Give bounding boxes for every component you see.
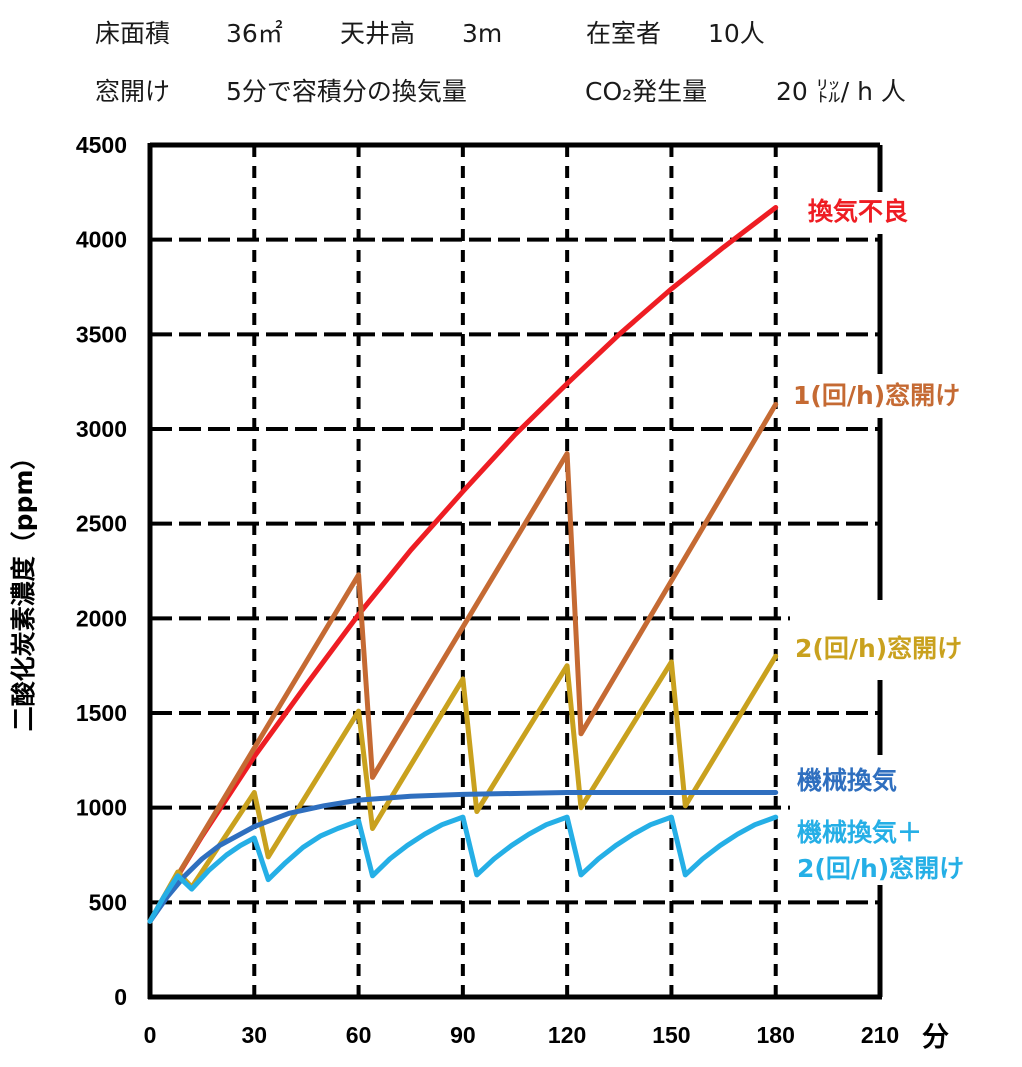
series-line-window-twice-per-hour [147, 653, 779, 924]
y-tick-label: 1000 [76, 795, 127, 821]
occupants-label: 在室者 [586, 19, 661, 48]
x-tick-label: 180 [757, 1022, 795, 1048]
y-axis-title: 二酸化炭素濃度（ppm） [9, 445, 38, 732]
x-tick-label: 90 [450, 1022, 476, 1048]
y-tick-label: 4000 [76, 227, 127, 253]
y-tick-label: 0 [114, 984, 127, 1010]
series-label-window-once-per-hour: 1(回/h)窓開け [793, 381, 960, 410]
series-lines [147, 205, 779, 924]
y-tick-label: 4500 [76, 132, 127, 158]
ceiling-height-label: 天井高 [340, 19, 415, 48]
series-line-mechanical-plus-window [147, 814, 779, 924]
y-tick-label: 2500 [76, 511, 127, 537]
series-line-mechanical-ventilation [147, 790, 779, 924]
y-tick-label: 500 [89, 889, 127, 915]
y-tick-label: 3500 [76, 321, 127, 347]
x-tick-label: 120 [548, 1022, 586, 1048]
window-opening-label: 窓開け [95, 77, 170, 106]
x-tick-label: 150 [652, 1022, 690, 1048]
y-tick-label: 2000 [76, 605, 127, 631]
y-tick-label: 1500 [76, 700, 127, 726]
series-label-mechanical-ventilation: 機械換気 [797, 766, 897, 795]
series-label-window-twice-per-hour: 2(回/h)窓開け [795, 634, 962, 663]
label-backgrounds [785, 192, 1022, 885]
ceiling-height-value: 3m [462, 19, 502, 48]
occupants-value: 10人 [708, 19, 765, 48]
floor-area-label: 床面積 [95, 19, 170, 48]
tick-labels: 0 500 1000 1500 2000 2500 3000 3500 4000 4500 0 30 6… [76, 132, 899, 1048]
series-label-mechanical-plus-window: 機械換気＋ 2(回/h)窓開け [797, 818, 964, 883]
x-tick-label: 0 [144, 1022, 157, 1048]
y-tick-label: 3000 [76, 416, 127, 442]
floor-area-value: 36㎡ [226, 19, 283, 48]
conditions-header: 床面積 36㎡ 天井高 3m 在室者 10人 窓開け 5分で容積分の換気量 CO… [95, 19, 906, 106]
label-background [785, 374, 1022, 418]
series-line-window-once-per-hour [147, 401, 779, 924]
series-label-poor-ventilation: 換気不良 [808, 197, 908, 226]
x-tick-label: 210 [861, 1022, 899, 1048]
co2-generation-value: 20 ㍑/ h 人 [776, 77, 906, 106]
x-tick-label: 60 [346, 1022, 372, 1048]
label-background [790, 600, 1022, 680]
window-opening-value: 5分で容積分の換気量 [226, 77, 467, 106]
label-background [800, 192, 1022, 234]
series-line-poor-ventilation [147, 205, 779, 924]
x-axis-unit: 分 [922, 1022, 949, 1053]
co2-generation-label: CO₂発生量 [585, 77, 707, 106]
gridlines [150, 145, 880, 997]
x-tick-label: 30 [242, 1022, 268, 1048]
label-background [790, 755, 1022, 885]
